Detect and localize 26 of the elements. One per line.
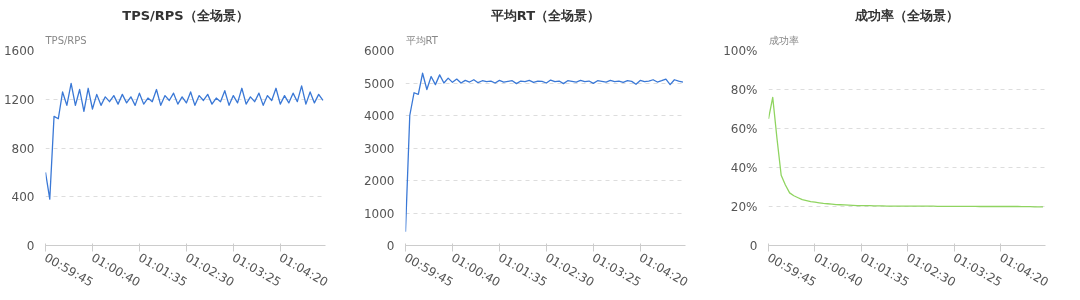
y-tick-label: 3000: [363, 141, 395, 156]
chart-title: 成功率（全场景）: [854, 7, 959, 23]
chart-title: TPS/RPS（全场景）: [122, 7, 249, 23]
y-tick-label: 400: [11, 190, 35, 205]
chart-title: 平均RT（全场景）: [489, 7, 601, 23]
y-tick-label: 0: [26, 239, 35, 253]
line-series: [768, 96, 1044, 208]
y-tick-label: 1600: [3, 44, 35, 58]
y-tick-label: 20%: [730, 199, 758, 214]
y-tick-label: 80%: [730, 82, 758, 97]
y-axis-title: 成功率: [768, 34, 799, 46]
y-tick-label: 4000: [363, 109, 395, 123]
y-tick-label: 0: [386, 239, 395, 253]
y-tick-label: 0: [749, 238, 758, 253]
y-tick-label: 5000: [363, 76, 395, 91]
line-series: [45, 82, 324, 200]
y-tick-label: 1000: [363, 206, 395, 221]
y-tick-label: 800: [11, 141, 35, 156]
y-tick-label: 100%: [723, 43, 758, 58]
y-tick-label: 6000: [363, 44, 395, 58]
y-tick-label: 1200: [3, 92, 35, 107]
y-tick-label: 60%: [730, 121, 758, 136]
y-axis-title: TPS/RPS: [44, 34, 87, 46]
y-axis-title: 平均RT: [405, 34, 439, 46]
y-tick-label: 40%: [730, 160, 758, 175]
y-tick-label: 2000: [363, 174, 395, 188]
